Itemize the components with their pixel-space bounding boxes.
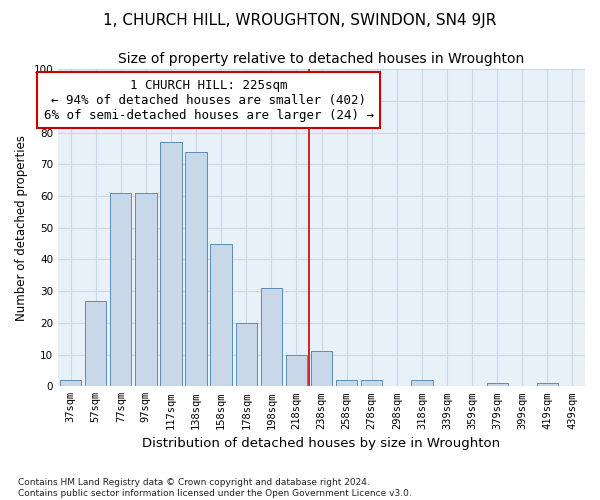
Bar xyxy=(185,152,207,386)
Bar xyxy=(286,354,307,386)
Y-axis label: Number of detached properties: Number of detached properties xyxy=(15,134,28,320)
Bar xyxy=(110,193,131,386)
Bar xyxy=(361,380,382,386)
X-axis label: Distribution of detached houses by size in Wroughton: Distribution of detached houses by size … xyxy=(142,437,500,450)
Bar xyxy=(135,193,157,386)
Text: Contains HM Land Registry data © Crown copyright and database right 2024.
Contai: Contains HM Land Registry data © Crown c… xyxy=(18,478,412,498)
Bar xyxy=(487,383,508,386)
Bar xyxy=(85,300,106,386)
Bar xyxy=(260,288,282,386)
Bar xyxy=(411,380,433,386)
Bar xyxy=(536,383,558,386)
Bar xyxy=(60,380,81,386)
Bar xyxy=(236,323,257,386)
Bar xyxy=(211,244,232,386)
Text: 1, CHURCH HILL, WROUGHTON, SWINDON, SN4 9JR: 1, CHURCH HILL, WROUGHTON, SWINDON, SN4 … xyxy=(103,12,497,28)
Title: Size of property relative to detached houses in Wroughton: Size of property relative to detached ho… xyxy=(118,52,524,66)
Bar xyxy=(311,352,332,386)
Text: 1 CHURCH HILL: 225sqm
← 94% of detached houses are smaller (402)
6% of semi-deta: 1 CHURCH HILL: 225sqm ← 94% of detached … xyxy=(44,78,374,122)
Bar xyxy=(336,380,357,386)
Bar xyxy=(160,142,182,386)
